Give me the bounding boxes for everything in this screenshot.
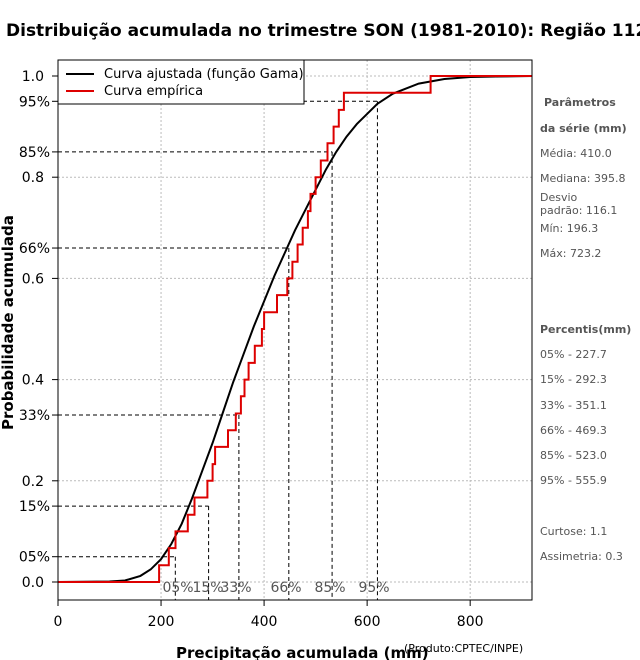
plot-frame	[57, 59, 533, 601]
y-axis-label: Probabilidade acumulada	[0, 215, 17, 430]
legend-label-fitted: Curva ajustada (função Gama)	[104, 67, 304, 82]
y-tick-label: 0.6	[22, 271, 44, 287]
y-tick-label: 0.8	[22, 170, 44, 186]
percentile-95: 95% - 555.9	[540, 474, 607, 487]
stat-std-line1: Desvio	[540, 191, 578, 204]
stats-sidebar: Parâmetros da série (mm) Média: 410.0 Me…	[540, 96, 631, 563]
x-tick-label: 600	[354, 614, 381, 630]
x-tick-label: 400	[251, 614, 278, 630]
x-axis: 0 200 400 600 800	[54, 600, 484, 630]
series-layer	[57, 75, 533, 583]
grid-lines	[57, 60, 532, 600]
percentile-05: 05% - 227.7	[540, 348, 607, 361]
percentile-85: 85% - 523.0	[540, 449, 607, 462]
y-percentile-label: 85%	[19, 145, 50, 161]
y-axis: 05% 15% 33% 66% 85% 95% 0.0 0.2 0.4 0.6 0.8 1.0	[19, 69, 58, 591]
params-title-2: da série (mm)	[540, 122, 627, 135]
x-percentile-label: 85%	[314, 580, 345, 596]
legend-box	[57, 59, 305, 105]
percentile-guides	[58, 100, 378, 600]
x-percentile-label: 33%	[220, 580, 251, 596]
x-percentile-label: 66%	[270, 580, 301, 596]
percentiles-title: Percentis(mm)	[540, 323, 631, 336]
y-percentile-label: 05%	[19, 550, 50, 566]
stat-kurtosis: Curtose: 1.1	[540, 525, 607, 538]
x-tick-label: 0	[54, 614, 63, 630]
stat-min: Mín: 196.3	[540, 222, 598, 235]
x-percentile-label: 05%	[162, 580, 193, 596]
percentile-labels: 05%15%33% 66% 85% 95%	[162, 580, 389, 596]
y-percentile-label: 33%	[19, 408, 50, 424]
x-percentile-label: 95%	[358, 580, 389, 596]
credit-text: (Produto:CPTEC/INPE)	[404, 642, 523, 655]
percentile-66: 66% - 469.3	[540, 424, 607, 437]
y-tick-label: 1.0	[22, 69, 44, 85]
x-percentile-label: 15%	[192, 580, 223, 596]
y-percentile-label: 95%	[19, 94, 50, 110]
params-title-1: Parâmetros	[544, 96, 616, 109]
stat-mean: Média: 410.0	[540, 147, 612, 160]
stat-std-line2: padrão: 116.1	[540, 204, 617, 217]
stat-median: Mediana: 395.8	[540, 172, 625, 185]
fitted-curve-line	[57, 75, 533, 583]
x-axis-label: Precipitação acumulada (mm)	[176, 644, 429, 660]
percentile-15: 15% - 292.3	[540, 373, 607, 386]
x-tick-label: 800	[457, 614, 484, 630]
chart-title: Distribuição acumulada no trimestre SON …	[6, 21, 640, 41]
y-tick-label: 0.0	[22, 575, 44, 591]
stat-skewness: Assimetria: 0.3	[540, 550, 623, 563]
y-tick-label: 0.4	[22, 373, 44, 389]
y-percentile-label: 15%	[19, 499, 50, 515]
legend-label-empirical: Curva empírica	[104, 84, 203, 99]
stat-max: Máx: 723.2	[540, 247, 601, 260]
legend: Curva ajustada (função Gama) Curva empír…	[57, 59, 305, 105]
percentile-33: 33% - 351.1	[540, 399, 607, 412]
empirical-curve-line	[58, 75, 532, 583]
y-tick-label: 0.2	[22, 474, 44, 490]
y-percentile-label: 66%	[19, 241, 50, 257]
x-tick-label: 200	[148, 614, 175, 630]
